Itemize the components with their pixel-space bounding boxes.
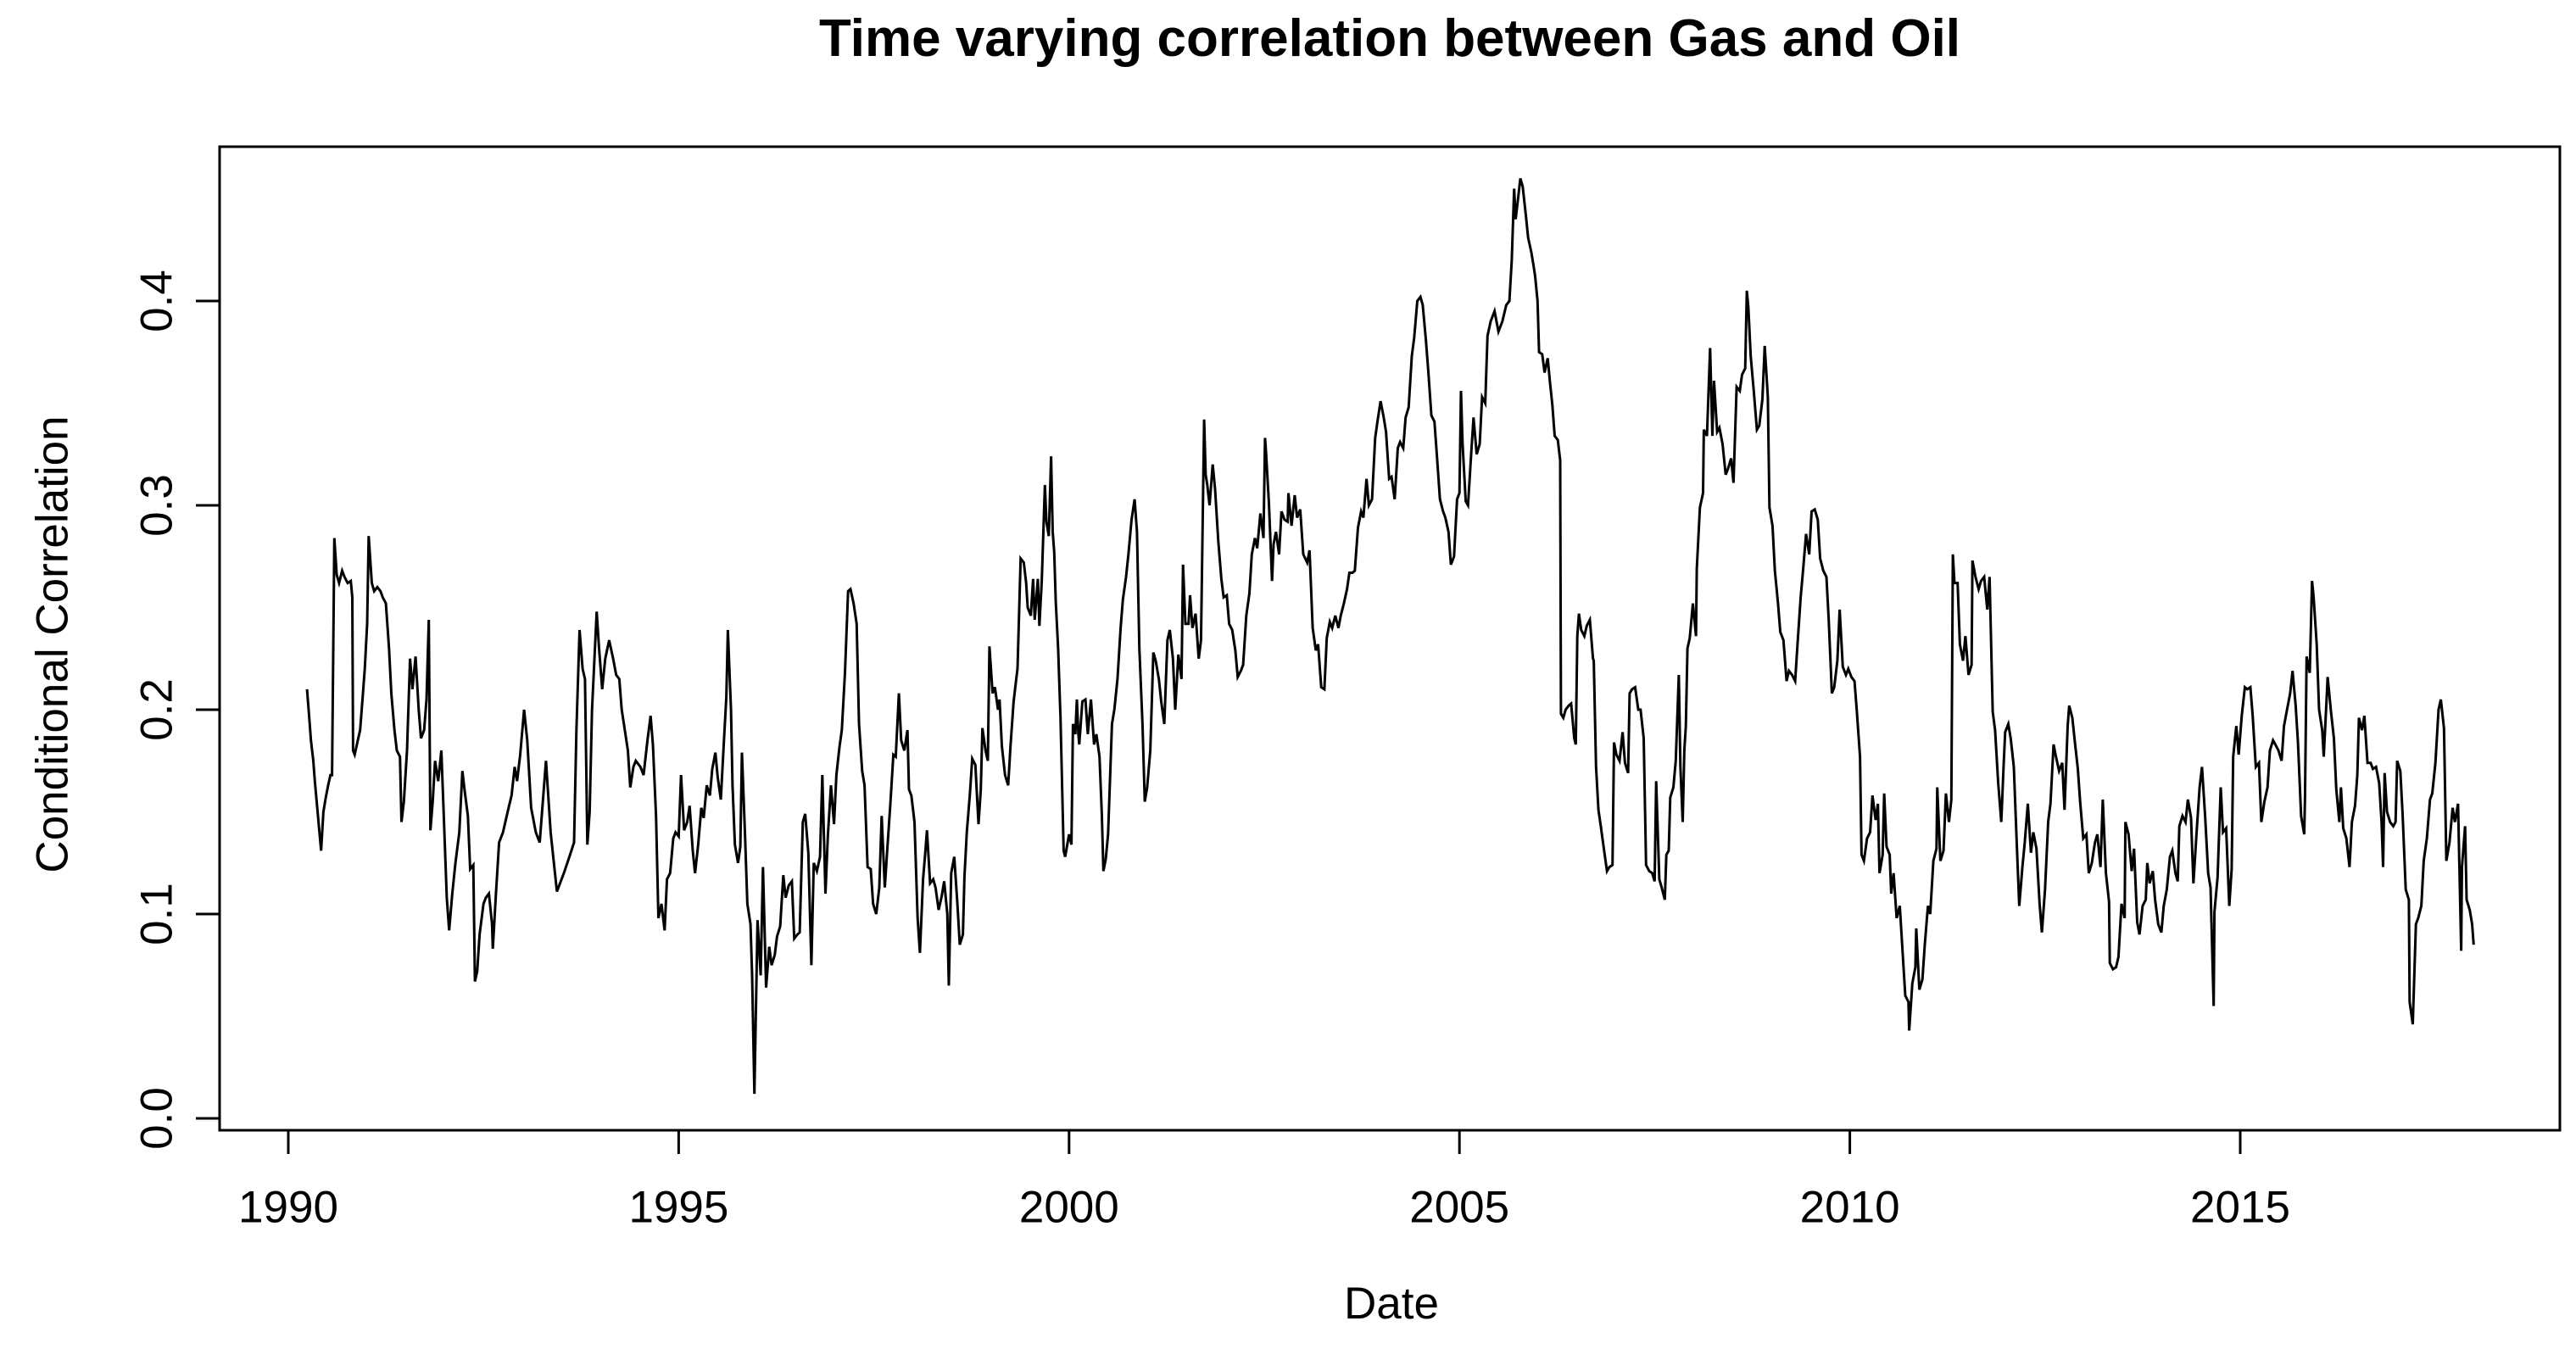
y-tick-label: 0.4: [131, 270, 182, 332]
y-tick-label: 0.0: [131, 1087, 182, 1150]
series-line-conditional-correlation-gas-oil: [305, 177, 2475, 1095]
x-tick-label: 2005: [1409, 1182, 1510, 1233]
y-axis-title: Conditional Correlation: [27, 415, 78, 873]
x-tick-label: 2015: [2190, 1182, 2290, 1233]
chart-title: Time varying correlation between Gas and…: [818, 9, 1961, 68]
x-axis-title: Date: [1344, 1279, 1439, 1329]
plot-box: [218, 145, 2562, 1132]
x-tick-label: 2010: [1799, 1182, 1900, 1233]
x-tick-label: 1990: [238, 1182, 338, 1233]
y-tick-label: 0.3: [131, 474, 182, 537]
x-tick-label: 1995: [628, 1182, 729, 1233]
y-tick-label: 0.1: [131, 883, 182, 945]
x-tick-label: 2000: [1018, 1182, 1119, 1233]
y-tick-label: 0.2: [131, 678, 182, 741]
